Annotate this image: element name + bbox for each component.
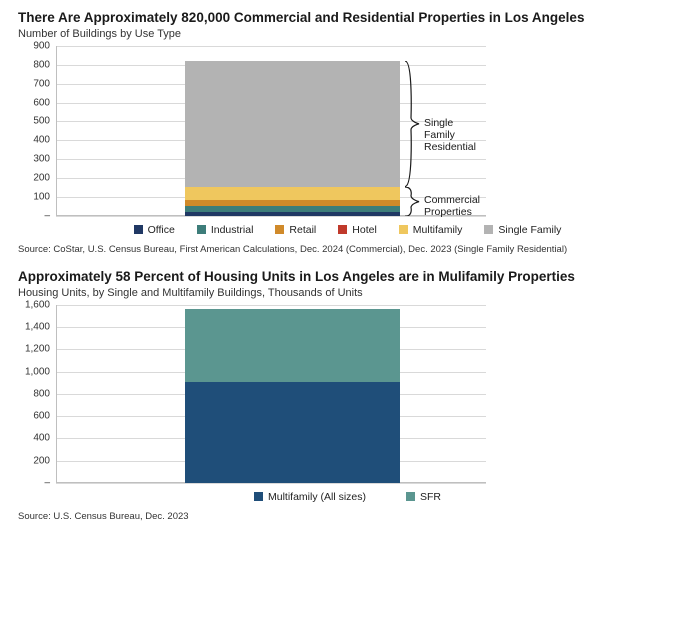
legend-item: SFR (406, 491, 441, 503)
chart1-legend: Office Industrial Retail Hotel Multifamily Si… (18, 224, 677, 236)
y-tick-label: 600 (33, 411, 50, 422)
chart2-legend: Multifamily (All sizes) SFR (18, 491, 677, 503)
annotation-label: Single Family Residential (424, 117, 486, 153)
bar-segment (185, 212, 400, 216)
y-tick-label: 700 (33, 78, 50, 89)
legend-label: Multifamily (413, 224, 463, 236)
gridline (56, 305, 486, 306)
legend-swatch (406, 492, 415, 501)
chart2-title: Approximately 58 Percent of Housing Unit… (18, 269, 677, 286)
y-tick-label: 1,400 (25, 322, 50, 333)
bar-segment (185, 309, 400, 382)
chart1-y-axis: –100200300400500600700800900 (18, 46, 54, 216)
legend-swatch (338, 225, 347, 234)
y-tick-label: – (44, 210, 50, 221)
legend-label: Hotel (352, 224, 377, 236)
legend-item: Industrial (197, 224, 254, 236)
y-tick-label: 1,600 (25, 299, 50, 310)
chart2-plot-area (56, 305, 486, 483)
gridline (56, 46, 486, 47)
chart2-plot-wrap: –2004006008001,0001,2001,4001,600 (18, 305, 677, 483)
legend-label: SFR (420, 491, 441, 503)
gridline (56, 483, 486, 484)
legend-label: Industrial (211, 224, 254, 236)
legend-item: Retail (275, 224, 316, 236)
y-tick-label: 1,200 (25, 344, 50, 355)
legend-item: Office (134, 224, 175, 236)
legend-label: Single Family (498, 224, 561, 236)
y-tick-label: 800 (33, 388, 50, 399)
chart1-plot-wrap: –100200300400500600700800900 Single Fami… (18, 46, 677, 216)
chart-housing-units: Approximately 58 Percent of Housing Unit… (18, 269, 677, 522)
chart1-source: Source: CoStar, U.S. Census Bureau, Firs… (18, 244, 677, 255)
y-tick-label: 400 (33, 433, 50, 444)
chart1-subtitle: Number of Buildings by Use Type (18, 28, 677, 40)
brace-icon (403, 61, 421, 187)
y-tick-label: 200 (33, 455, 50, 466)
bar-segment (185, 382, 400, 483)
legend-swatch (254, 492, 263, 501)
chart-properties: There Are Approximately 820,000 Commerci… (18, 10, 677, 255)
y-tick-label: 400 (33, 135, 50, 146)
legend-label: Multifamily (All sizes) (268, 491, 366, 503)
y-tick-label: 900 (33, 40, 50, 51)
y-tick-label: 500 (33, 116, 50, 127)
y-tick-label: 200 (33, 173, 50, 184)
legend-item: Multifamily (399, 224, 463, 236)
bar-stack (185, 61, 400, 216)
y-tick-label: 1,000 (25, 366, 50, 377)
legend-swatch (134, 225, 143, 234)
annotation-label: Commercial Properties (424, 194, 486, 218)
legend-item: Single Family (484, 224, 561, 236)
chart1-title: There Are Approximately 820,000 Commerci… (18, 10, 677, 27)
chart2-source: Source: U.S. Census Bureau, Dec. 2023 (18, 511, 677, 522)
legend-swatch (399, 225, 408, 234)
legend-swatch (197, 225, 206, 234)
legend-swatch (275, 225, 284, 234)
legend-swatch (484, 225, 493, 234)
y-tick-label: 600 (33, 97, 50, 108)
y-tick-label: 800 (33, 59, 50, 70)
gridline (56, 216, 486, 217)
legend-item: Multifamily (All sizes) (254, 491, 366, 503)
legend-label: Office (148, 224, 175, 236)
legend-item: Hotel (338, 224, 377, 236)
chart2-subtitle: Housing Units, by Single and Multifamily… (18, 287, 677, 299)
legend-label: Retail (289, 224, 316, 236)
y-tick-label: 300 (33, 154, 50, 165)
bar-segment (185, 187, 400, 200)
brace-icon (403, 187, 421, 216)
chart1-plot-area: Single Family Residential Commercial Prop… (56, 46, 486, 216)
bar-stack (185, 309, 400, 483)
y-tick-label: – (44, 477, 50, 488)
y-tick-label: 100 (33, 192, 50, 203)
bar-segment (185, 61, 400, 187)
chart2-y-axis: –2004006008001,0001,2001,4001,600 (18, 305, 54, 483)
